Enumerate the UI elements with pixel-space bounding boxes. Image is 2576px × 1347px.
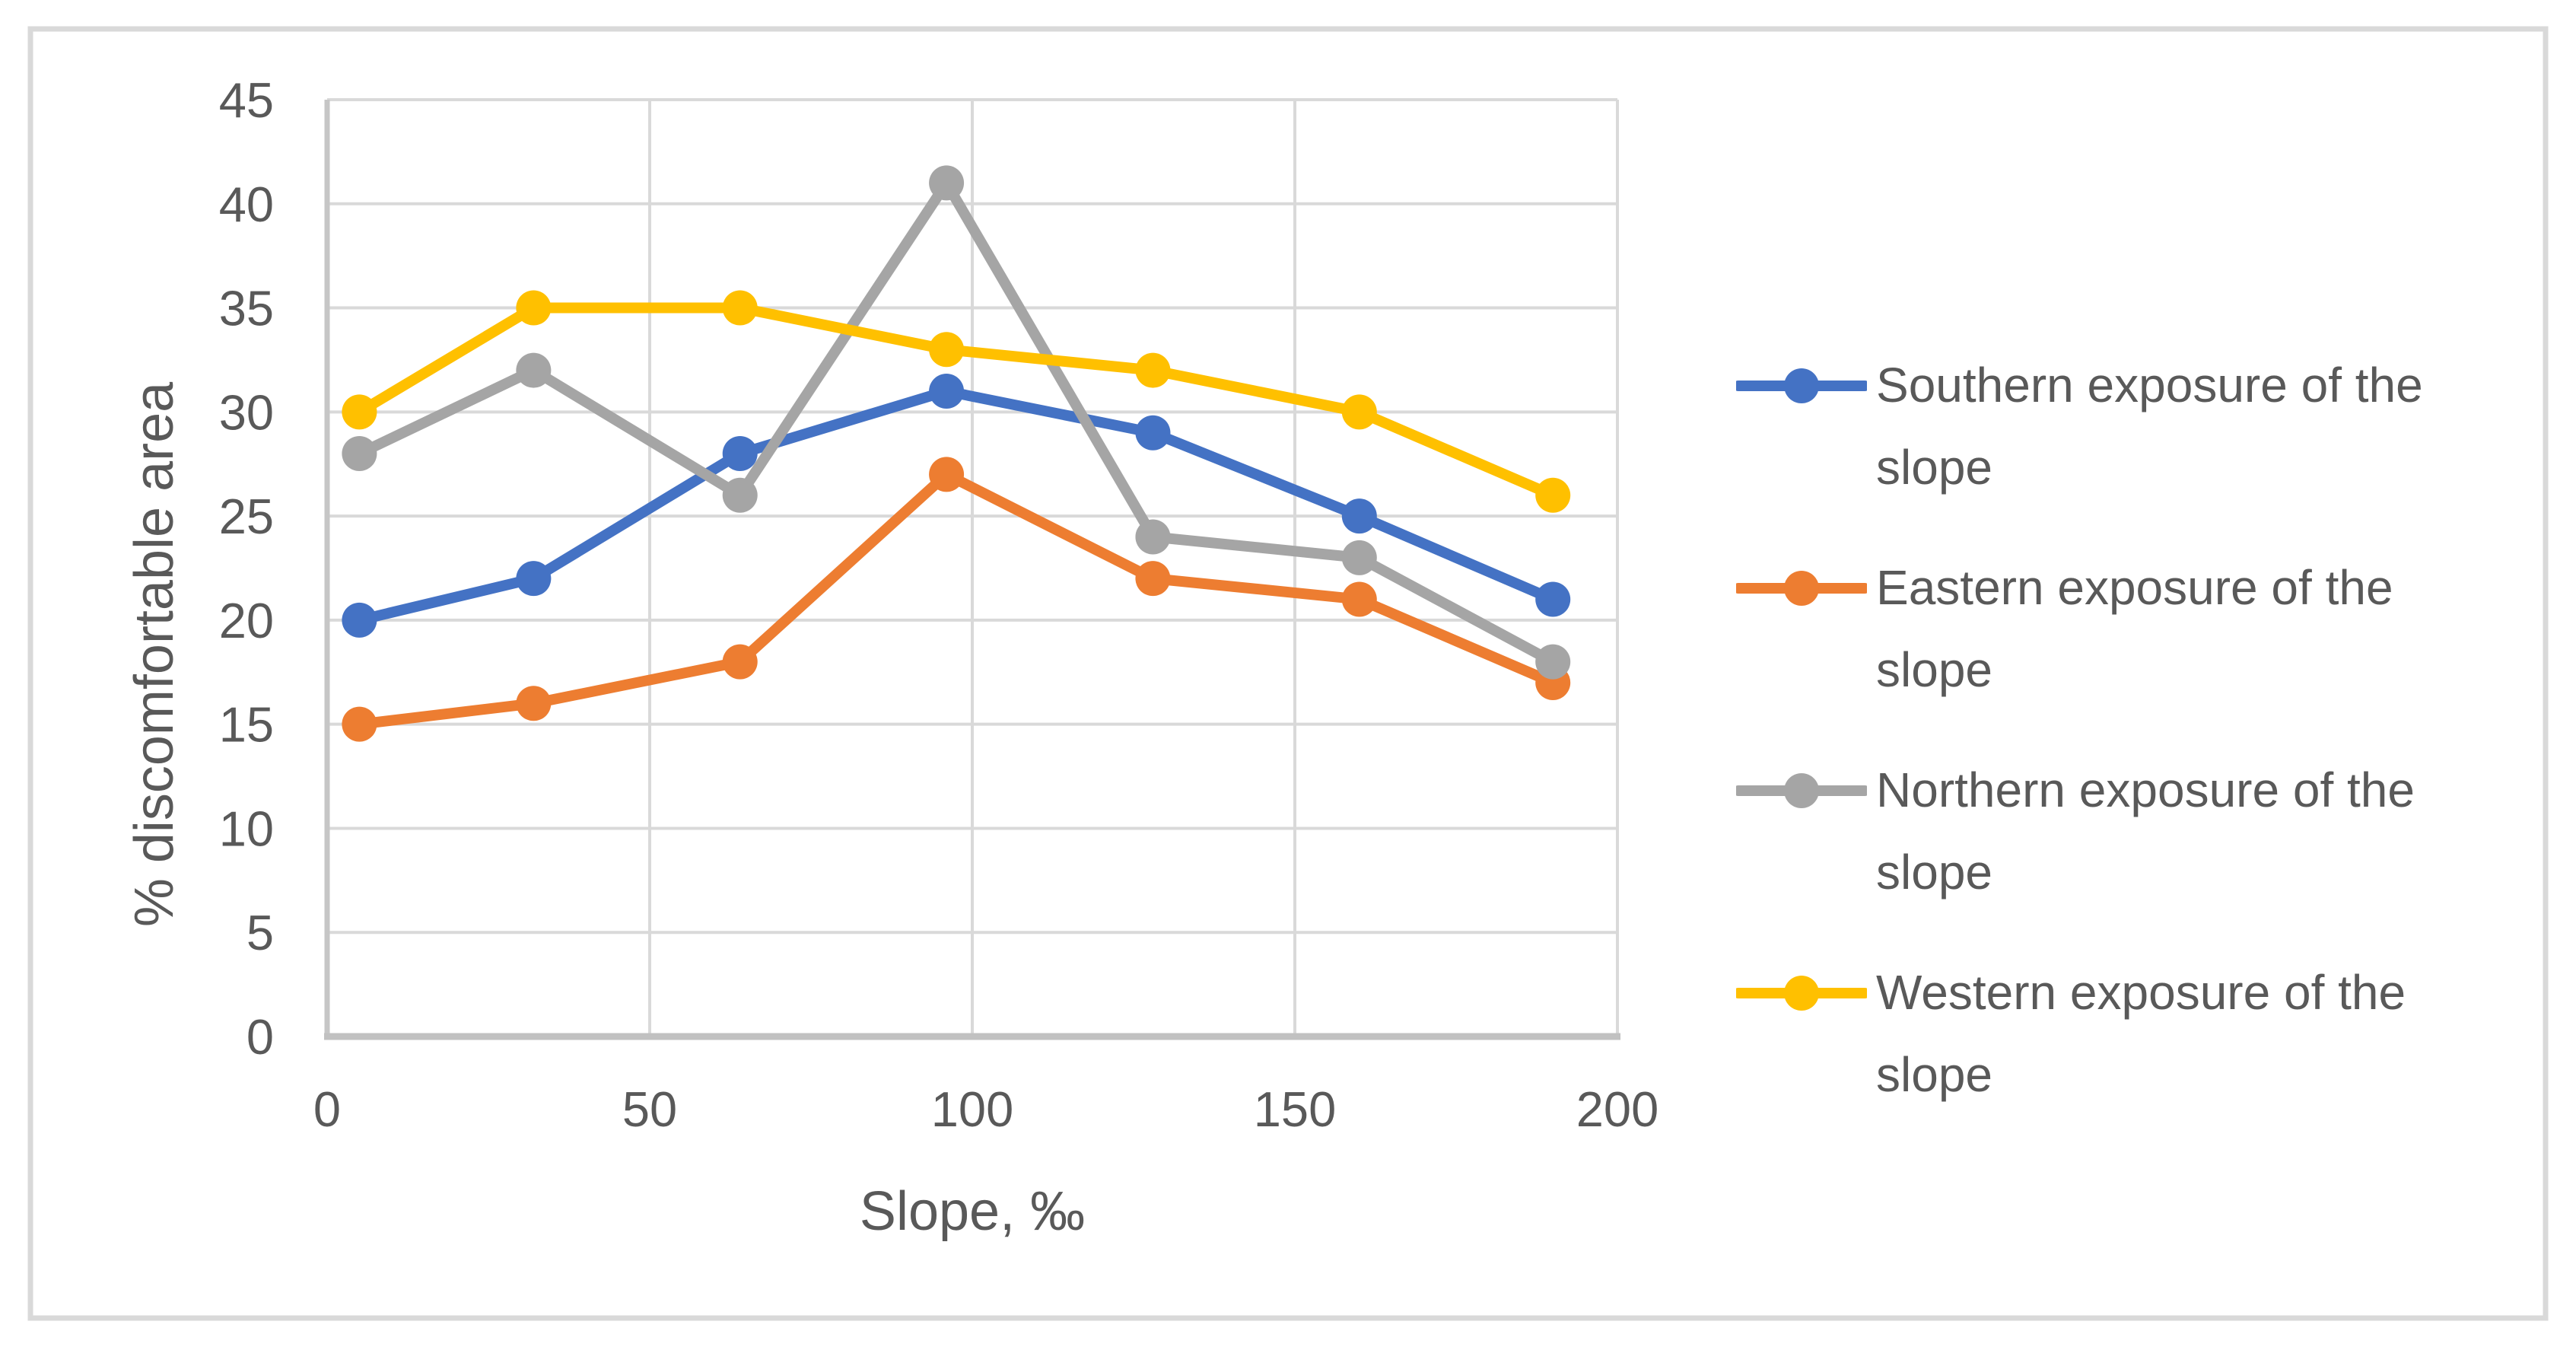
legend-label: Western exposure of the slope [1876, 965, 2406, 1102]
tick-labels: 0 5 10 15 20 25 30 35 40 45 0 50 100 150 200 [219, 72, 1659, 1137]
y-tick-label: 35 [219, 281, 274, 336]
x-tick-label: 50 [622, 1081, 677, 1137]
y-tick-label: 10 [219, 801, 274, 856]
data-point [1135, 352, 1171, 388]
legend-label: Southern exposure of the slope [1876, 358, 2423, 495]
data-point [1535, 644, 1571, 680]
legend-label: Northern exposure of the slope [1876, 763, 2415, 900]
series-southern [342, 373, 1571, 638]
y-axis-title: % discomfortable area [124, 381, 185, 928]
data-point [342, 436, 377, 472]
legend-item-western: Western exposure of the slope [1736, 951, 2492, 1116]
data-point [1135, 415, 1171, 451]
legend-western-marker-icon [1736, 976, 1867, 1011]
x-axis-title: Slope, ‰ [859, 1181, 1086, 1242]
x-tick-label: 200 [1576, 1081, 1658, 1137]
data-point [516, 686, 552, 721]
data-point [1341, 498, 1377, 534]
legend-northern-marker-icon [1736, 773, 1867, 808]
data-point [722, 644, 758, 680]
data-point [722, 290, 758, 326]
data-point [1341, 394, 1377, 430]
data-point [929, 457, 965, 492]
y-tick-label: 5 [246, 905, 274, 960]
y-tick-label: 30 [219, 384, 274, 440]
data-point [722, 436, 758, 472]
data-point [722, 477, 758, 513]
y-tick-label: 0 [246, 1009, 274, 1065]
data-point [1535, 581, 1571, 617]
data-point [929, 165, 965, 201]
data-point [516, 561, 552, 597]
data-point [516, 352, 552, 388]
legend-item-eastern: Eastern exposure of the slope [1736, 546, 2492, 711]
series-western [342, 290, 1571, 513]
series-eastern [342, 457, 1571, 742]
y-tick-label: 15 [219, 697, 274, 753]
data-point [1341, 540, 1377, 575]
figure-border [27, 26, 2549, 1321]
data-point [1341, 581, 1377, 617]
legend-eastern-marker-icon [1736, 571, 1867, 606]
x-tick-label: 0 [313, 1081, 341, 1137]
data-point [1535, 477, 1571, 513]
data-point [929, 332, 965, 368]
data-point [342, 706, 377, 742]
x-tick-label: 100 [931, 1081, 1013, 1137]
legend-item-northern: Northern exposure of the slope [1736, 749, 2492, 913]
data-point [929, 373, 965, 409]
data-point [342, 394, 377, 430]
legend-southern-marker-icon [1736, 368, 1867, 403]
data-point [516, 290, 552, 326]
x-tick-label: 150 [1254, 1081, 1336, 1137]
data-point [1135, 519, 1171, 555]
legend-label: Eastern exposure of the slope [1876, 560, 2393, 697]
y-tick-label: 20 [219, 593, 274, 648]
series-northern [342, 165, 1571, 680]
data-point [342, 602, 377, 638]
legend-item-southern: Southern exposure of the slope [1736, 344, 2492, 508]
data-point [1135, 561, 1171, 597]
y-tick-label: 45 [219, 72, 274, 128]
y-tick-label: 40 [219, 177, 274, 232]
y-tick-label: 25 [219, 489, 274, 544]
